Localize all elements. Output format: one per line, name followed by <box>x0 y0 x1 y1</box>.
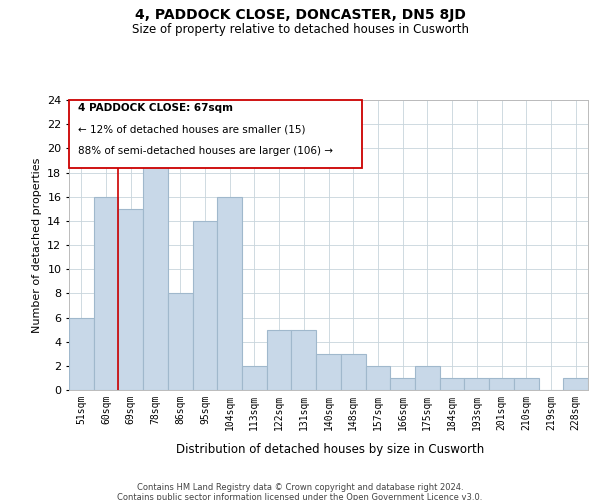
Bar <box>440 378 464 390</box>
Bar <box>316 354 341 390</box>
Bar <box>217 196 242 390</box>
Bar <box>514 378 539 390</box>
Text: 4, PADDOCK CLOSE, DONCASTER, DN5 8JD: 4, PADDOCK CLOSE, DONCASTER, DN5 8JD <box>134 8 466 22</box>
Bar <box>193 221 217 390</box>
Bar <box>242 366 267 390</box>
Text: 88% of semi-detached houses are larger (106) →: 88% of semi-detached houses are larger (… <box>79 146 334 156</box>
FancyBboxPatch shape <box>69 100 362 168</box>
Bar <box>365 366 390 390</box>
Text: 4 PADDOCK CLOSE: 67sqm: 4 PADDOCK CLOSE: 67sqm <box>79 104 233 114</box>
Text: Contains public sector information licensed under the Open Government Licence v3: Contains public sector information licen… <box>118 492 482 500</box>
Bar <box>168 294 193 390</box>
Text: ← 12% of detached houses are smaller (15): ← 12% of detached houses are smaller (15… <box>79 125 306 135</box>
Bar <box>415 366 440 390</box>
Bar <box>489 378 514 390</box>
Text: Size of property relative to detached houses in Cusworth: Size of property relative to detached ho… <box>131 22 469 36</box>
Bar <box>563 378 588 390</box>
Y-axis label: Number of detached properties: Number of detached properties <box>32 158 41 332</box>
Bar <box>69 318 94 390</box>
Text: Distribution of detached houses by size in Cusworth: Distribution of detached houses by size … <box>176 442 484 456</box>
Bar <box>143 160 168 390</box>
Bar <box>267 330 292 390</box>
Bar <box>94 196 118 390</box>
Bar <box>464 378 489 390</box>
Text: Contains HM Land Registry data © Crown copyright and database right 2024.: Contains HM Land Registry data © Crown c… <box>137 482 463 492</box>
Bar <box>341 354 365 390</box>
Bar <box>118 209 143 390</box>
Bar <box>390 378 415 390</box>
Bar <box>292 330 316 390</box>
